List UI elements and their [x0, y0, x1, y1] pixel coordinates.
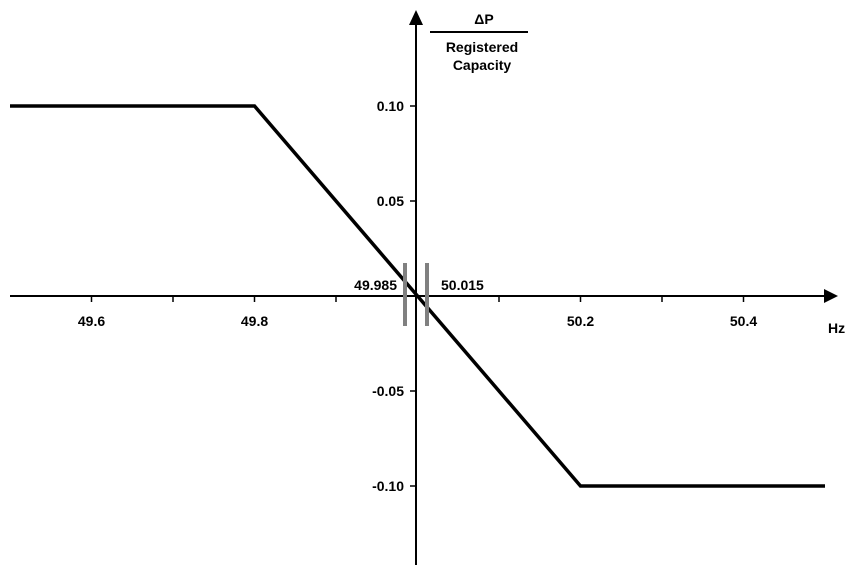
- y-tick-label: -0.10: [372, 478, 404, 494]
- y-axis-title: ΔP Registered Capacity: [430, 11, 528, 73]
- x-tick-label: 49.6: [78, 313, 105, 329]
- x-ticks: 49.6 49.8 50.2 50.4: [78, 296, 757, 329]
- y-axis-title-denominator-line1: Registered: [446, 39, 518, 55]
- y-tick-label: 0.05: [377, 193, 404, 209]
- y-ticks: 0.10 0.05 -0.05 -0.10: [372, 98, 416, 494]
- series-group: [10, 104, 825, 488]
- x-axis-title: Hz: [828, 320, 845, 336]
- x-tick-label: 50.4: [730, 313, 757, 329]
- y-axis-title-denominator-line2: Capacity: [453, 57, 512, 73]
- x-axis-arrow: [824, 289, 838, 303]
- droop-line: [10, 104, 825, 488]
- y-tick-label: 0.10: [377, 98, 404, 114]
- y-axis-arrow: [409, 10, 423, 25]
- y-tick-label: -0.05: [372, 383, 404, 399]
- axes: [10, 10, 838, 565]
- deadband-markers: 49.985 50.015: [354, 263, 484, 326]
- y-axis-title-numerator: ΔP: [474, 11, 493, 27]
- x-tick-label: 50.2: [567, 313, 594, 329]
- x-tick-label: 49.8: [241, 313, 268, 329]
- deadband-label: 50.015: [441, 277, 484, 293]
- deadband-label: 49.985: [354, 277, 397, 293]
